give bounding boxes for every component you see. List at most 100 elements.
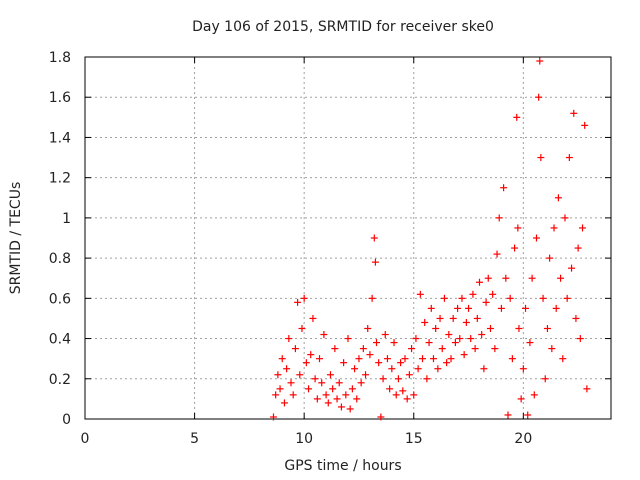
data-point <box>465 304 473 312</box>
y-tick-label: 1.2 <box>49 171 71 187</box>
data-point <box>491 345 499 353</box>
x-tick-label: 5 <box>190 431 199 447</box>
data-point <box>348 385 356 393</box>
data-point <box>302 359 310 367</box>
data-point <box>305 385 313 393</box>
data-point <box>366 351 374 359</box>
data-point <box>318 379 326 387</box>
data-point <box>276 385 284 393</box>
data-point <box>511 244 519 252</box>
chart-title: Day 106 of 2015, SRMTID for receiver ske… <box>192 19 494 35</box>
data-point <box>342 391 350 399</box>
grid-lines <box>85 57 611 419</box>
data-point <box>548 345 556 353</box>
data-point <box>320 331 328 339</box>
data-point <box>298 325 306 332</box>
data-point <box>445 331 453 339</box>
data-point <box>285 335 293 343</box>
y-tick-label: 0.2 <box>49 372 71 388</box>
data-point <box>405 371 413 379</box>
data-point <box>309 314 317 322</box>
data-point <box>508 355 516 363</box>
data-point <box>269 413 277 421</box>
data-point <box>397 359 405 367</box>
x-axis-label: GPS time / hours <box>284 458 401 474</box>
data-point <box>572 314 580 322</box>
data-point <box>344 335 352 343</box>
axis-ticks: 0 5 10 15 20 0 0.2 0.4 0.6 0.8 1 1.2 1.4 1.6 1.8 <box>49 50 611 447</box>
data-point <box>307 351 315 359</box>
data-point <box>425 339 433 347</box>
data-point <box>371 258 379 266</box>
data-point <box>357 379 365 387</box>
data-point <box>272 391 280 399</box>
data-point <box>379 375 387 383</box>
data-point <box>554 194 562 202</box>
data-point <box>443 359 451 367</box>
data-point <box>454 304 462 312</box>
data-point <box>546 254 554 262</box>
data-point <box>524 411 532 419</box>
data-point <box>500 184 508 192</box>
data-point <box>274 371 282 379</box>
y-tick-label: 1.8 <box>49 50 71 66</box>
data-point <box>462 318 470 326</box>
data-point <box>322 391 330 399</box>
data-point <box>473 314 481 322</box>
data-point <box>414 365 422 373</box>
data-point <box>333 395 341 403</box>
data-point <box>535 93 543 101</box>
data-point <box>381 331 389 339</box>
data-point <box>568 264 576 272</box>
data-point <box>581 121 589 129</box>
data-point <box>563 294 571 302</box>
data-point <box>283 365 291 373</box>
data-point <box>427 304 435 312</box>
data-point <box>519 365 527 373</box>
data-point <box>576 335 584 343</box>
data-point <box>410 391 418 399</box>
data-point <box>436 314 444 322</box>
y-tick-label: 0.4 <box>49 332 71 348</box>
data-point <box>340 359 348 367</box>
data-point <box>515 325 523 332</box>
data-point <box>412 335 420 343</box>
data-point <box>451 339 459 347</box>
data-point <box>482 298 490 306</box>
data-point <box>337 403 345 411</box>
data-point <box>536 57 544 65</box>
y-tick-label: 0 <box>62 412 71 428</box>
data-point <box>324 399 332 407</box>
data-point <box>552 304 560 312</box>
data-point <box>329 385 337 393</box>
data-point <box>392 391 400 399</box>
data-point <box>476 278 483 286</box>
data-point <box>583 385 591 393</box>
y-axis-label: SRMTID / TECUs <box>8 182 24 295</box>
data-point <box>331 345 339 353</box>
data-point <box>493 250 501 258</box>
data-point <box>394 375 402 383</box>
data-point <box>386 385 394 393</box>
data-point <box>383 355 391 363</box>
data-point <box>574 244 582 252</box>
data-point <box>506 294 514 302</box>
data-point <box>447 355 455 363</box>
data-point <box>543 325 551 332</box>
x-tick-label: 20 <box>514 431 532 447</box>
data-point <box>449 314 457 322</box>
data-point <box>440 294 448 302</box>
data-point <box>294 298 302 306</box>
data-point <box>517 395 525 403</box>
data-point <box>456 335 464 343</box>
data-point <box>438 345 446 353</box>
data-point <box>478 331 486 339</box>
data-point <box>296 371 304 379</box>
data-point <box>390 339 398 347</box>
data-point <box>313 395 321 403</box>
data-point <box>484 274 492 282</box>
data-point <box>460 351 468 359</box>
data-point <box>311 375 319 383</box>
y-tick-label: 1.6 <box>49 90 71 106</box>
